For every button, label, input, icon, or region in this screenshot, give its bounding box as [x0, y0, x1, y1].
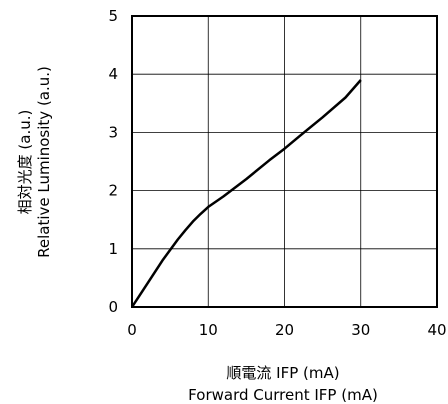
- y-axis-label-jp: 相対光度 (a.u.): [16, 110, 34, 215]
- y-tick-label: 3: [108, 123, 118, 141]
- x-axis-label-en: Forward Current IFP (mA): [188, 386, 378, 404]
- x-axis-label-jp: 順電流 IFP (mA): [226, 364, 339, 382]
- series-line: [130, 79, 362, 308]
- x-tick-label: 20: [275, 321, 294, 339]
- y-tick-label: 1: [108, 240, 118, 258]
- x-tick-labels: 0 10 20 30 40: [127, 321, 446, 339]
- y-tick-labels: 0 1 2 3 4 5: [108, 7, 118, 316]
- x-tick-label: 40: [427, 321, 446, 339]
- x-tick-label: 0: [127, 321, 137, 339]
- y-tick-label: 2: [108, 182, 118, 200]
- y-axis-label-en: Relative Luminosity (a.u.): [35, 66, 53, 258]
- y-tick-label: 4: [108, 65, 118, 83]
- x-tick-label: 10: [199, 321, 218, 339]
- x-tick-label: 30: [351, 321, 370, 339]
- plot-frame: [131, 15, 438, 308]
- grid-lines: [132, 16, 437, 307]
- y-tick-label: 0: [108, 298, 118, 316]
- y-tick-label: 5: [108, 7, 118, 25]
